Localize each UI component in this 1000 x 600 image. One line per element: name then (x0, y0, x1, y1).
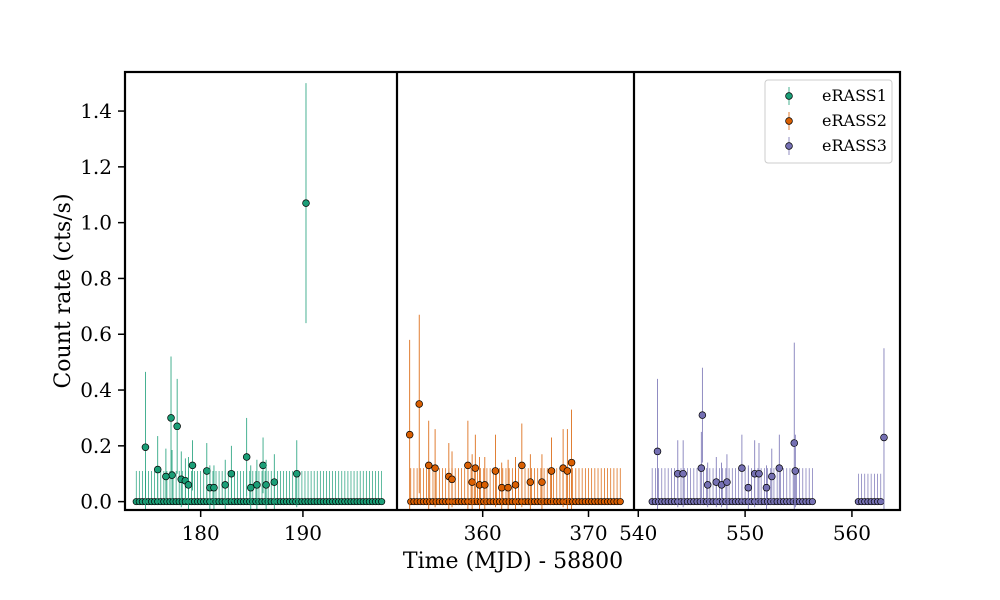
data-point (723, 478, 731, 486)
data-point (790, 439, 798, 447)
data-point (302, 199, 310, 207)
data-point (431, 464, 439, 472)
y-axis-label: Count rate (cts/s) (51, 193, 76, 388)
data-point (697, 464, 706, 472)
data-point (471, 464, 480, 472)
axes-layer: 180 190 360 370 540 550 560 0.0 0.2 0.4 0.6 0.8 1.0 1… (80, 70, 902, 545)
data-point (511, 481, 520, 489)
y-tick-label: 0.2 (80, 434, 112, 458)
data-point (768, 472, 776, 481)
legend-marker (785, 92, 793, 100)
panel-eRASS2 (405, 314, 624, 510)
data-point (880, 433, 888, 442)
legend: eRASS1 eRASS2 eRASS3 (764, 79, 893, 164)
data-point (567, 458, 576, 467)
data-point (259, 461, 267, 470)
x-tick-label: 370 (569, 521, 607, 545)
data-point (679, 469, 687, 478)
data-point (153, 465, 162, 474)
y-tick-label: 1.4 (80, 99, 112, 123)
data-point (464, 461, 472, 470)
panel-eRASS3 (648, 342, 888, 510)
data-point (468, 478, 476, 486)
x-tick-label: 550 (726, 521, 764, 545)
legend-marker (785, 142, 793, 150)
x-tick-label: 190 (284, 521, 322, 545)
data-point (538, 478, 546, 486)
panel-eRASS1 (132, 83, 386, 510)
data-point (253, 481, 261, 489)
data-point (168, 471, 176, 479)
data-point (242, 453, 251, 461)
data-point (791, 467, 800, 475)
data-point (762, 483, 771, 492)
data-point-zero (877, 498, 885, 506)
legend-label: eRASS1 (822, 86, 887, 105)
data-point (203, 467, 211, 475)
data-point (141, 443, 150, 451)
panels-layer (132, 83, 888, 510)
data-point (184, 481, 193, 489)
data-point (293, 469, 301, 478)
legend-label: eRASS2 (822, 111, 887, 130)
y-tick-label: 0.8 (80, 266, 112, 290)
y-tick-label: 1.0 (80, 211, 112, 235)
data-point (504, 483, 512, 492)
plot-frame (123, 70, 902, 512)
x-tick-label: 180 (182, 521, 220, 545)
y-tick-label: 0.6 (80, 322, 112, 346)
data-point (755, 469, 763, 478)
legend-box (764, 79, 893, 164)
x-tick-label: 360 (464, 521, 502, 545)
data-point (424, 461, 433, 470)
x-axis-label: Time (MJD) - 58800 (403, 549, 623, 574)
data-point (210, 483, 218, 492)
data-point (653, 447, 662, 456)
x-tick-label: 540 (619, 521, 657, 545)
data-point-zero (378, 498, 386, 506)
data-point (775, 464, 784, 472)
data-point (518, 461, 526, 470)
data-point (262, 481, 270, 489)
legend-label: eRASS3 (822, 136, 887, 155)
data-point (448, 475, 456, 484)
data-point (415, 400, 423, 408)
data-point (405, 430, 414, 439)
y-tick-label: 0.4 (80, 378, 112, 402)
data-point (270, 478, 279, 486)
data-point (247, 483, 255, 492)
data-point (221, 481, 229, 489)
data-point-zero (808, 498, 816, 506)
data-point (481, 481, 489, 489)
data-point (563, 467, 572, 475)
data-point (227, 469, 236, 478)
data-point (162, 472, 170, 481)
data-point-zero (616, 498, 624, 506)
x-tick-label: 560 (833, 521, 871, 545)
y-tick-label: 0.0 (80, 490, 112, 514)
data-point (188, 461, 197, 470)
y-tick-label: 1.2 (80, 155, 112, 179)
data-point (703, 481, 712, 489)
data-point (497, 483, 506, 492)
data-point (738, 464, 746, 472)
data-point (698, 411, 707, 419)
data-point (491, 467, 500, 475)
data-point (173, 422, 181, 431)
legend-marker (785, 117, 793, 125)
data-point (167, 414, 175, 422)
data-point (526, 478, 535, 486)
data-point (744, 483, 753, 492)
data-point (547, 467, 556, 475)
